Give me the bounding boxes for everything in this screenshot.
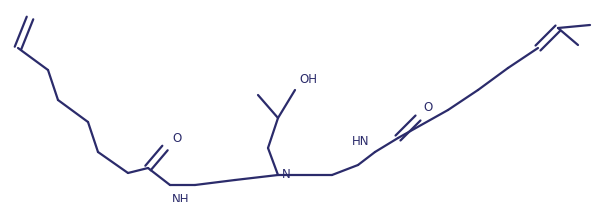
Text: O: O	[423, 101, 432, 114]
Text: HN: HN	[352, 135, 369, 148]
Text: O: O	[172, 132, 181, 145]
Text: NH: NH	[172, 193, 189, 202]
Text: N: N	[282, 168, 291, 182]
Text: OH: OH	[299, 73, 317, 86]
